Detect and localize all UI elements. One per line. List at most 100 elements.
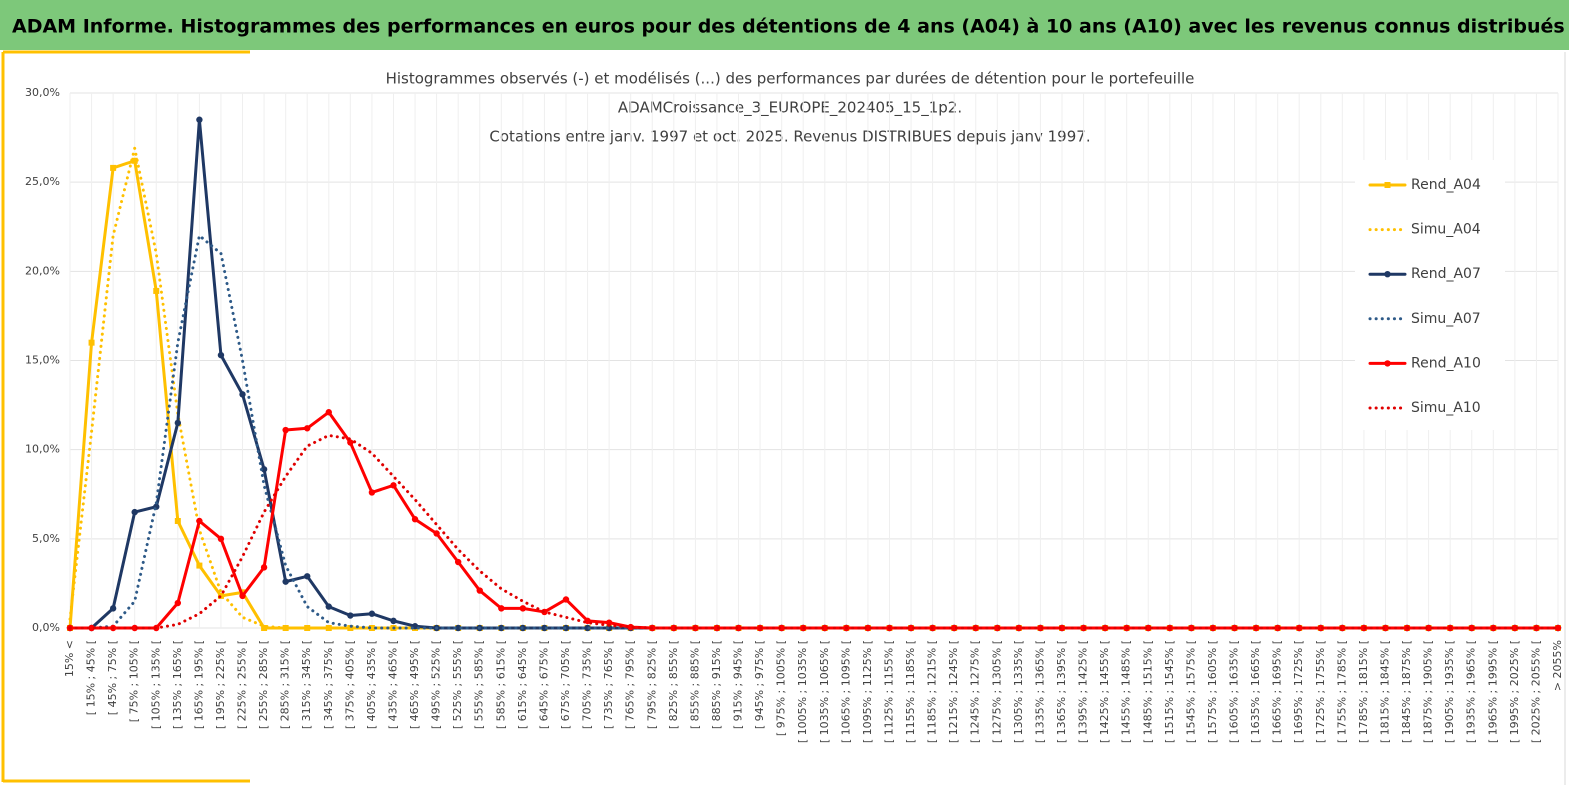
legend-label: Rend_A10 [1411,355,1481,371]
marker [261,625,268,631]
marker [907,624,915,632]
marker [110,164,117,171]
x-tick-label: [ 495% ; 525% [ [430,640,443,729]
x-tick-label: [ 375% ; 405% [ [343,640,356,729]
x-tick-label: [ 1065% ; 1095% [ [839,640,852,743]
marker [605,624,613,632]
y-tick-label: 10,0% [25,443,60,456]
x-tick-label: [ 1515% ; 1545% [ [1163,640,1176,743]
marker [519,605,527,612]
x-tick-label: [ 735% ; 765% [ [602,640,615,729]
marker [1188,624,1195,632]
x-tick-label: [ 1695% ; 1725% [ [1292,640,1305,743]
marker [217,351,225,359]
x-tick-label: [ 1845% ; 1875% [ [1400,640,1413,743]
marker [864,624,872,632]
marker [411,516,419,523]
x-tick-label: [ 915% ; 945% [ [732,640,745,729]
marker [1317,624,1324,632]
marker [950,624,958,632]
marker [390,482,397,489]
x-tick-label: [ 1965% ; 1995% [ [1486,640,1499,743]
x-tick-label: [ 255% ; 285% [ [257,640,270,729]
x-tick-label: [ 795% ; 825% [ [645,640,658,729]
x-tick-label: [ 1905% ; 1935% [ [1443,640,1456,743]
marker [304,625,311,631]
legend-label: Rend_A04 [1411,177,1481,193]
x-tick-label: [ 45% ; 75% [ [106,640,119,715]
x-tick-label: [ 1125% ; 1155% [ [882,640,895,743]
marker [282,426,289,434]
x-tick-label: [ 315% ; 345% [ [300,640,313,729]
x-tick-label: [ 585% ; 615% [ [494,640,507,729]
x-tick-label: [ 825% ; 855% [ [667,640,680,729]
x-tick-label: [ 1395% ; 1425% [ [1077,640,1090,743]
x-tick-label: [ 1545% ; 1575% [ [1184,640,1197,743]
marker [131,624,138,632]
x-tick-label: [ 525% ; 555% [ [451,640,464,729]
marker [368,489,376,496]
marker [88,339,95,346]
marker [260,564,268,571]
x-tick-label: [ 285% ; 315% [ [279,640,292,729]
legend-marker [1384,182,1391,188]
y-tick-label: 25,0% [25,175,60,188]
marker [304,425,311,432]
legend-label: Rend_A07 [1411,266,1481,282]
marker [1231,624,1238,632]
x-tick-label: [ 135% ; 165% [ [171,640,184,729]
marker [1511,624,1519,632]
marker [1058,624,1066,632]
marker [1339,624,1346,632]
marker [347,625,354,631]
marker [153,287,160,294]
chart-title: Cotations entre janv. 1997 et oct. 2025.… [489,128,1090,146]
x-tick-label: [ 15% ; 45% [ [85,640,98,715]
marker [778,624,785,632]
marker [498,624,505,632]
x-tick-label: [ 1935% ; 1965% [ [1465,640,1478,743]
marker [174,419,182,427]
marker [325,409,332,416]
series-line [68,410,1560,630]
x-tick-label: [ 855% ; 885% [ [688,640,701,729]
x-tick-label: [ 1035% ; 1065% [ [818,640,831,743]
x-tick-label: > 2055% [1551,640,1564,691]
marker [454,558,462,566]
x-tick-label: [ 1725% ; 1755% [ [1314,640,1327,743]
x-tick-label: [ 165% ; 195% [ [192,640,205,729]
marker [390,617,397,625]
x-tick-label: [ 1425% ; 1455% [ [1098,640,1111,743]
marker [196,562,203,569]
x-tick-label: [ 1155% ; 1185% [ [904,640,917,743]
x-tick-label: [ 705% ; 735% [ [581,640,594,729]
marker [713,624,721,632]
marker [174,518,181,524]
marker [282,578,289,585]
marker [627,623,634,631]
header-title: ADAM Informe. Histogrammes des performan… [12,16,1565,38]
marker [260,466,268,473]
y-tick-label: 30,0% [25,86,60,99]
marker [476,587,483,594]
x-tick-label: [ 465% ; 495% [ [408,640,421,729]
chart-title: ADAMCroissance_3_EUROPE_202405_15_1p2. [618,99,962,118]
marker [994,624,1001,632]
x-tick-label: [ 405% ; 435% [ [365,640,378,729]
x-tick-label: [ 1305% ; 1335% [ [1012,640,1025,743]
x-tick-label: [ 1095% ; 1125% [ [861,640,874,743]
marker [239,592,246,600]
x-tick-label: [ 1455% ; 1485% [ [1120,640,1133,743]
marker [88,624,95,632]
y-tick-label: 20,0% [25,264,60,277]
marker [347,439,354,446]
marker [1145,624,1152,632]
x-tick-label: [ 1635% ; 1665% [ [1249,640,1262,743]
marker [131,157,138,164]
marker [670,624,678,632]
x-tick-label: [ 1485% ; 1515% [ [1141,640,1154,743]
legend-box [1355,160,1505,430]
marker [304,573,311,580]
x-tick-label: [ 885% ; 915% [ [710,640,723,729]
marker [1468,624,1475,632]
